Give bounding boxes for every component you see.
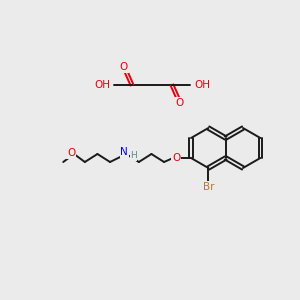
Text: O: O: [120, 62, 128, 72]
Text: H: H: [130, 152, 137, 160]
Text: OH: OH: [194, 80, 210, 90]
Text: OH: OH: [94, 80, 110, 90]
Text: O: O: [176, 98, 184, 108]
Text: N: N: [120, 147, 128, 157]
Text: Br: Br: [202, 182, 214, 192]
Text: O: O: [67, 148, 75, 158]
Text: O: O: [172, 153, 180, 163]
